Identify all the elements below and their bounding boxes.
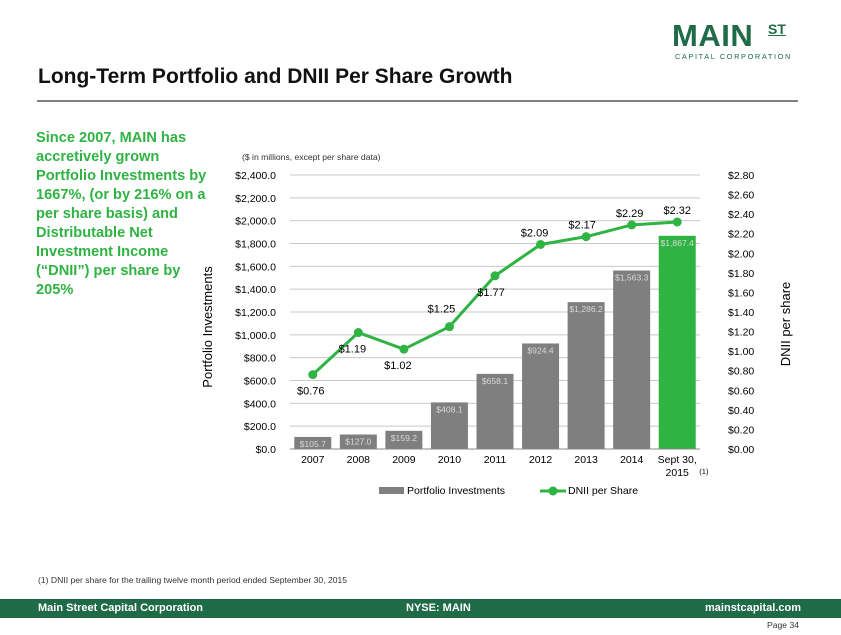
x-axis-tick: Sept 30, [658, 454, 697, 466]
footnote: (1) DNII per share for the trailing twel… [38, 575, 348, 585]
bar-portfolio-investments [658, 235, 696, 449]
dnii-data-label: $2.09 [521, 227, 549, 239]
portfolio-dnii-chart: ($ in millions, except per share data) $0… [200, 152, 793, 497]
bar-data-label: $1,563.3 [615, 273, 649, 283]
bar-portfolio-investments [430, 402, 468, 449]
x-axis-tick: 2012 [529, 454, 553, 466]
x-axis-tick: 2008 [347, 454, 371, 466]
x-axis-tick: 2010 [438, 454, 462, 466]
bar-portfolio-investments [613, 270, 651, 449]
left-axis-tick: $2,200.0 [235, 193, 276, 205]
bar-portfolio-investments [567, 302, 605, 449]
dnii-point [399, 344, 409, 354]
bar-data-label: $159.2 [391, 433, 418, 443]
right-axis-tick: $0.20 [728, 424, 754, 436]
bar-data-label: $105.7 [300, 439, 327, 449]
right-axis-tick: $0.00 [728, 444, 754, 456]
bar-data-label: $1,867.4 [660, 238, 694, 248]
footer-company: Main Street Capital Corporation [38, 602, 204, 614]
right-axis-tick: $1.60 [728, 287, 754, 299]
x-axis-tick: 2013 [574, 454, 598, 466]
bar-portfolio-investments [476, 373, 514, 449]
dnii-point [444, 322, 454, 332]
left-axis-tick: $2,400.0 [235, 170, 276, 182]
right-axis-tick: $2.40 [728, 209, 754, 221]
left-axis-tick: $800.0 [244, 353, 276, 365]
footer-website[interactable]: mainstcapital.com [705, 602, 801, 614]
left-axis-title: Portfolio Investments [200, 266, 215, 388]
right-axis-tick: $2.60 [728, 190, 754, 202]
bar-portfolio-investments [522, 343, 560, 449]
bar-data-label: $658.1 [482, 376, 509, 386]
x-axis-tick: 2011 [484, 454, 507, 466]
dnii-data-label: $0.76 [297, 386, 325, 398]
right-axis-tick: $1.40 [728, 307, 754, 319]
bar-portfolio-investments [339, 434, 377, 449]
x-axis-tick: 2007 [301, 454, 325, 466]
left-axis-tick: $200.0 [244, 421, 276, 433]
left-axis-tick: $1,400.0 [235, 284, 276, 296]
bar-data-label: $1,286.2 [569, 304, 603, 314]
right-axis-title: DNII per share [778, 282, 793, 367]
dnii-data-label: $1.77 [477, 287, 505, 299]
dnii-point [308, 370, 318, 380]
right-axis-tick: $1.80 [728, 268, 754, 280]
right-axis-tick: $0.40 [728, 405, 754, 417]
dnii-data-label: $2.32 [663, 205, 691, 217]
x-axis-tick: 2015 [666, 467, 690, 479]
bar-data-label: $127.0 [345, 437, 372, 447]
chart-subtitle: ($ in millions, except per share data) [242, 152, 381, 162]
right-axis-tick: $0.60 [728, 385, 754, 397]
dnii-data-label: $1.02 [384, 360, 412, 372]
right-axis-tick: $2.00 [728, 248, 754, 260]
dnii-point [672, 217, 682, 227]
logo-main-text: MAIN [672, 18, 754, 53]
dnii-point [490, 271, 500, 281]
left-axis-tick: $400.0 [244, 398, 276, 410]
footer-bar: Main Street Capital Corporation NYSE: MA… [0, 599, 841, 618]
right-axis-tick: $0.80 [728, 366, 754, 378]
logo-st-text: ST [768, 21, 786, 37]
right-axis-tick: $1.20 [728, 327, 754, 339]
title-divider [37, 100, 798, 102]
growth-callout: Since 2007, MAIN has accretively grown P… [36, 130, 207, 298]
legend-label-portfolio: Portfolio Investments [407, 485, 505, 497]
dnii-point [627, 220, 637, 230]
left-axis-tick: $1,000.0 [235, 330, 276, 342]
bar-portfolio-investments [294, 436, 332, 449]
legend-marker-dnii [548, 486, 558, 496]
bar-portfolio-investments [385, 430, 423, 449]
right-axis-tick: $2.80 [728, 170, 754, 182]
company-logo: MAIN ST CAPITAL CORPORATION [672, 18, 790, 62]
legend-label-dnii: DNII per Share [568, 485, 638, 497]
left-axis-tick: $1,800.0 [235, 239, 276, 251]
dnii-data-label: $2.29 [616, 208, 644, 220]
left-axis-tick: $1,200.0 [235, 307, 276, 319]
dnii-point [353, 328, 363, 338]
x-axis-tick: 2014 [620, 454, 644, 466]
right-axis-tick: $2.20 [728, 229, 754, 241]
left-axis-tick: $600.0 [244, 376, 276, 388]
dnii-data-label: $1.25 [428, 304, 456, 316]
left-axis-tick: $1,600.0 [235, 261, 276, 273]
logo-subtitle: CAPITAL CORPORATION [675, 52, 792, 61]
legend-swatch-portfolio [379, 487, 404, 494]
left-axis-tick: $0.0 [256, 444, 277, 456]
dnii-point [581, 232, 591, 242]
right-axis-tick: $1.00 [728, 346, 754, 358]
dnii-point [536, 239, 546, 249]
page-number: Page 34 [767, 620, 800, 630]
x-axis-footnote-mark: (1) [699, 467, 709, 476]
x-axis-tick: 2009 [392, 454, 416, 466]
bar-data-label: $408.1 [436, 404, 463, 414]
footer-ticker: NYSE: MAIN [406, 602, 471, 614]
dnii-data-label: $1.19 [339, 344, 367, 356]
slide-title: Long-Term Portfolio and DNII Per Share G… [38, 65, 513, 88]
dnii-data-label: $2.17 [568, 220, 596, 232]
bar-data-label: $924.4 [527, 345, 554, 355]
left-axis-tick: $2,000.0 [235, 216, 276, 228]
